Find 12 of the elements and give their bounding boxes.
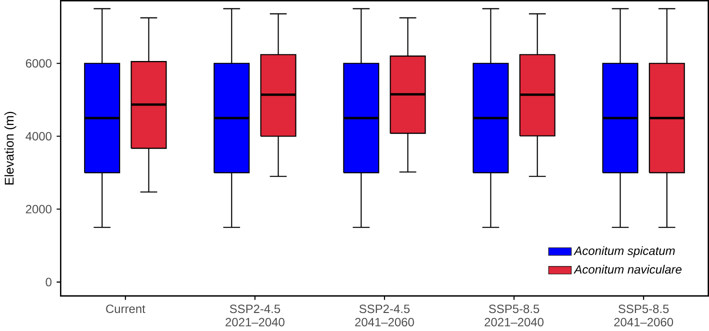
x-tick-label: SSP5-8.5 2041–2060: [614, 304, 674, 326]
x-tick-label: SSP5-8.5 2021–2040: [484, 304, 544, 326]
y-tick-label: 4000: [26, 132, 52, 141]
legend-label: Aconitum naviculare: [574, 264, 682, 274]
x-tick-label: Current: [106, 304, 146, 314]
y-tick-label: 2000: [26, 205, 52, 214]
y-tick-label: 0: [46, 278, 52, 286]
x-tick-label: SSP2-4.5 2041–2060: [355, 304, 414, 326]
legend-label: Aconitum spicatum: [574, 246, 675, 258]
y-tick-label: 6000: [26, 59, 52, 68]
x-tick-label: SSP2-4.5 2021–2040: [226, 304, 284, 326]
y-axis-title: Elevation (m): [4, 112, 16, 185]
